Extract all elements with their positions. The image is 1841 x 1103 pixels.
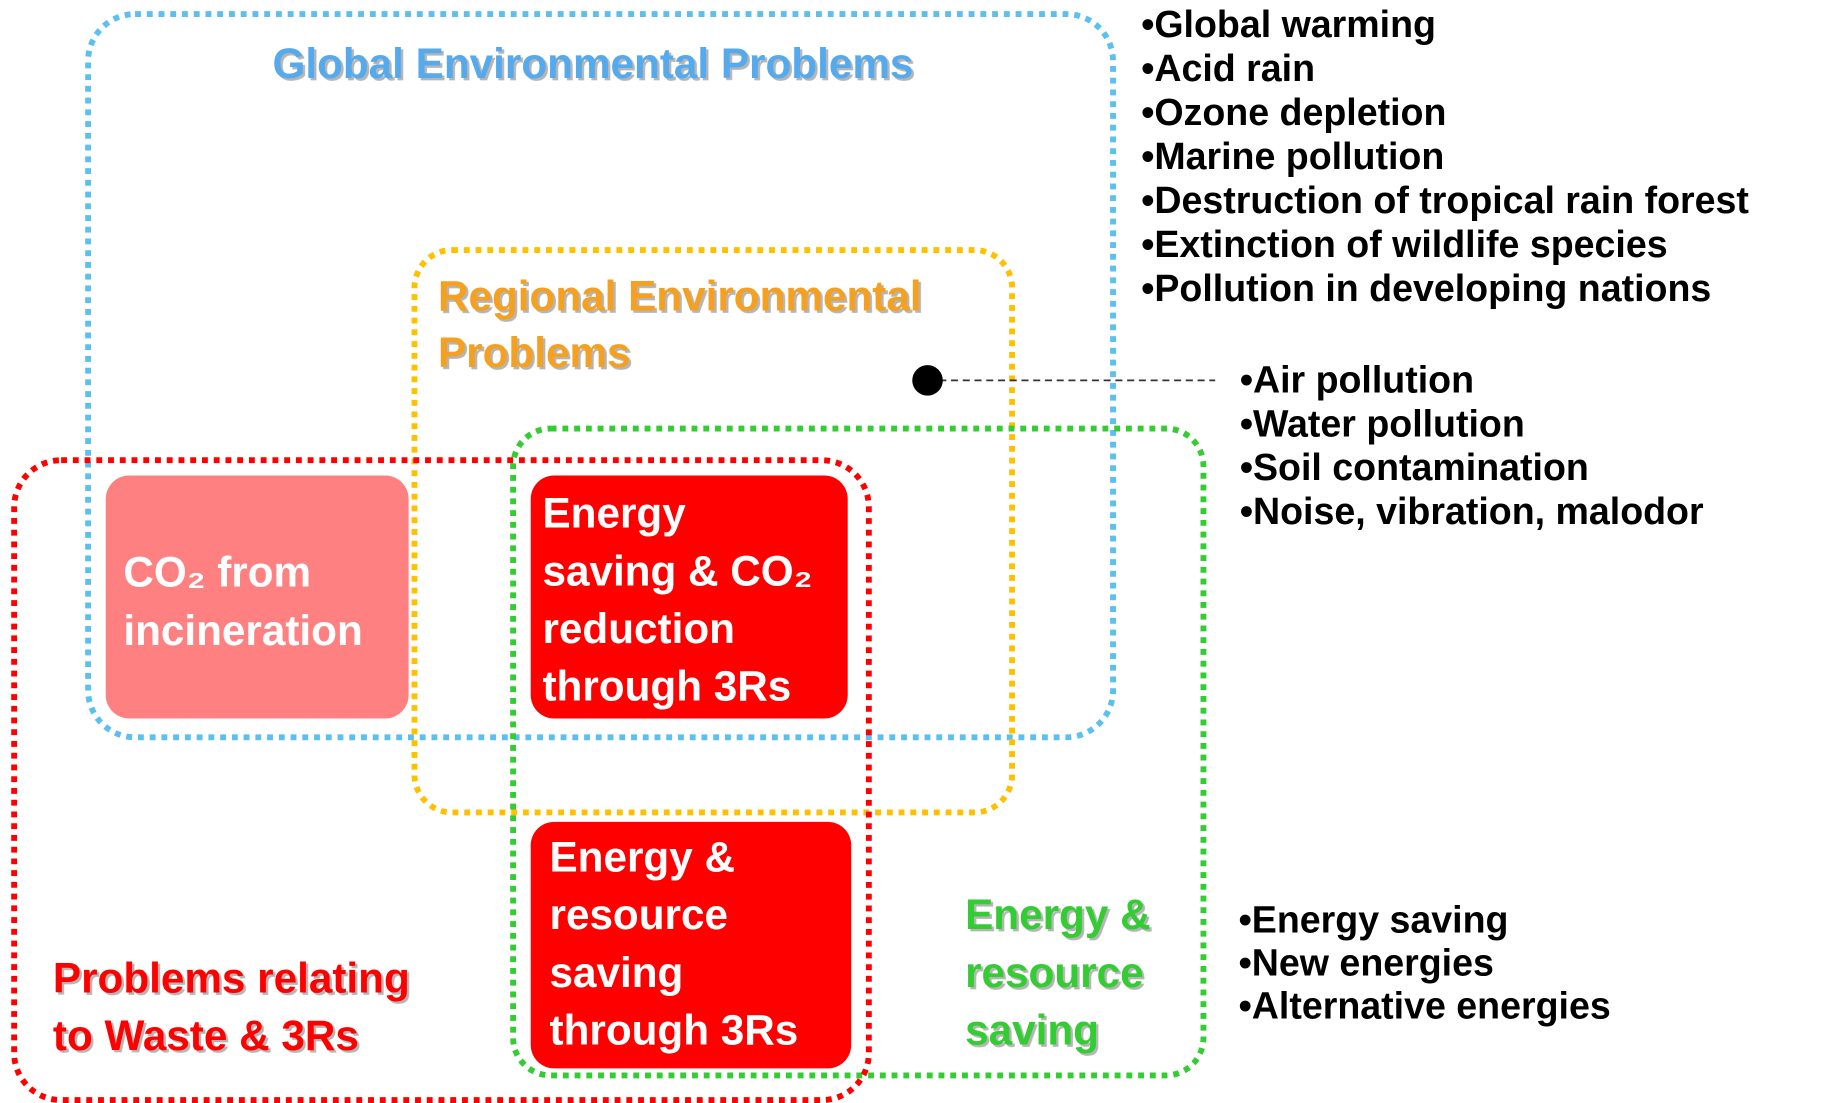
list-item: •Soil contamination [1240,446,1589,488]
region-label: saving [965,1006,1099,1053]
list-item: •New energies [1239,942,1494,984]
list-item: •Destruction of tropical rain forest [1141,179,1749,221]
list-item: •Alternative energies [1239,984,1611,1026]
box-text: reduction [542,605,734,652]
co2-box [105,475,409,719]
region-label: to Waste & 3Rs [53,1012,359,1059]
list-item: •Air pollution [1240,359,1474,401]
box-text: Energy [542,490,686,537]
box-text: incineration [123,607,362,654]
leader-dot [912,365,943,396]
box-text: saving & CO₂ [542,547,812,594]
list-item: •Energy saving [1239,899,1509,941]
list-item: •Noise, vibration, malodor [1240,490,1704,532]
box-text: through 3Rs [542,662,791,709]
list-item: •Pollution in developing nations [1141,267,1711,309]
region-label: Energy & [965,891,1150,938]
energy-region [510,425,1207,1079]
regional-region [411,247,1016,816]
list-item: •Acid rain [1141,47,1315,89]
energy-resource-box [530,821,852,1069]
waste-region [11,457,872,1103]
region-label: Problems [438,329,631,376]
list-item: •Water pollution [1240,402,1525,444]
list-item: •Ozone depletion [1141,91,1446,133]
box-text: CO₂ from [123,548,311,595]
region-label: Regional Environmental [438,273,922,320]
global-region [85,11,1116,741]
box-text: resource [550,891,729,938]
list-item: •Extinction of wildlife species [1141,223,1667,265]
region-label: Global Environmental Problems [272,40,913,87]
region-label: resource [965,949,1144,996]
energy-co2-box [530,475,848,719]
box-text: through 3Rs [550,1006,799,1053]
list-item: •Marine pollution [1141,135,1444,177]
box-text: Energy & [550,834,735,881]
list-item: •Global warming [1141,3,1436,45]
box-text: saving [550,949,684,996]
region-label: Problems relating [53,955,410,1002]
